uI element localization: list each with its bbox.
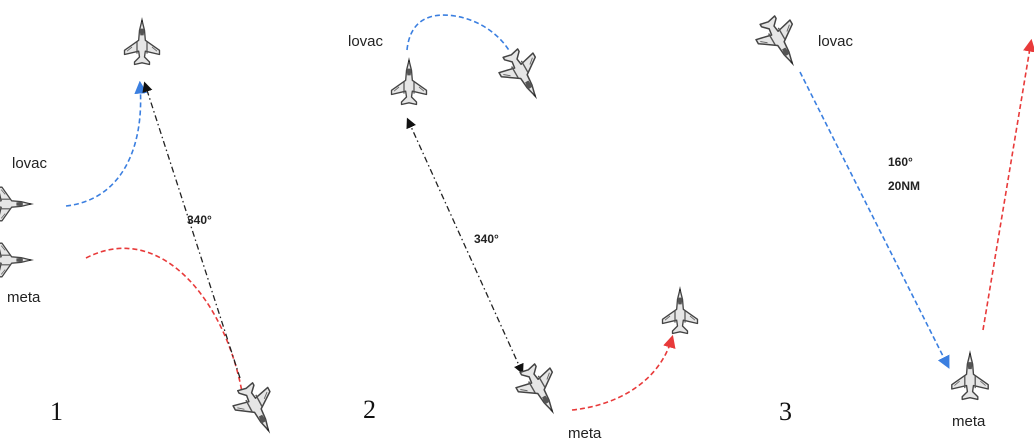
target-label: meta xyxy=(952,413,986,430)
target-label: meta xyxy=(7,289,41,306)
target-path xyxy=(571,334,676,411)
fighter-jet-icon xyxy=(661,285,699,335)
fighter-jet-icon xyxy=(390,56,428,106)
panel-number: 2 xyxy=(363,395,376,424)
target-path xyxy=(982,38,1034,331)
bearing-label: 160° xyxy=(888,155,913,169)
hunter-label: lovac xyxy=(12,155,48,172)
target-path xyxy=(85,247,243,393)
hunter-path xyxy=(65,80,148,207)
bearing-line xyxy=(142,81,241,379)
fighter-jet-icon xyxy=(950,349,990,401)
target-label: meta xyxy=(568,425,602,442)
fighter-jet-icon xyxy=(492,42,555,110)
bearing-label: 340° xyxy=(187,213,212,227)
fighter-jet-icon xyxy=(123,16,161,66)
panel-1: lovac meta 340° 1 xyxy=(0,16,289,444)
bearing-label: 340° xyxy=(474,232,499,246)
panel-2: lovac meta 340° 2 xyxy=(348,14,699,442)
hunter-path xyxy=(406,14,511,53)
panel-3: lovac meta 160° 20NM 3 xyxy=(749,9,1034,430)
fighter-jet-icon xyxy=(0,242,34,278)
hunter-label: lovac xyxy=(818,33,854,50)
fighter-jet-icon xyxy=(0,186,34,222)
fighter-jet-icon xyxy=(749,9,812,77)
distance-label: 20NM xyxy=(888,179,920,193)
hunter-path xyxy=(799,71,950,369)
bearing-line xyxy=(406,117,524,375)
hunter-label: lovac xyxy=(348,33,384,50)
fighter-jet-icon xyxy=(509,357,572,425)
panel-number: 1 xyxy=(50,397,63,426)
panel-number: 3 xyxy=(779,397,792,426)
fighter-jet-icon xyxy=(227,376,289,444)
